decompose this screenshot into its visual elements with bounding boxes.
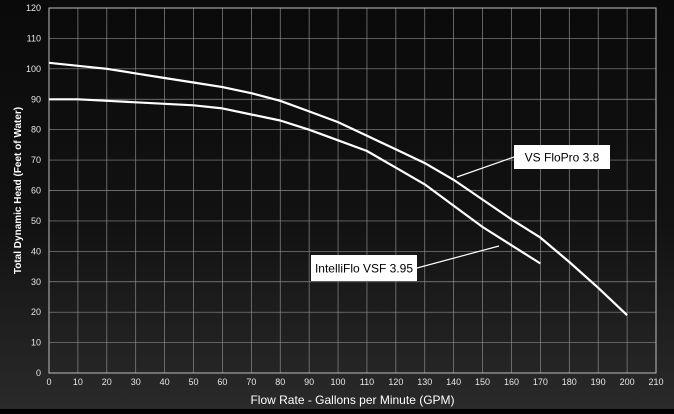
annotation-box: [311, 255, 417, 281]
y-tick-label: 60: [31, 186, 41, 196]
y-tick-label: 70: [31, 155, 41, 165]
annotation-label: IntelliFlo VSF 3.95: [315, 262, 413, 276]
x-tick-label: 130: [417, 377, 432, 387]
x-tick-label: 210: [648, 377, 663, 387]
y-tick-label: 30: [31, 277, 41, 287]
series-line-intelliflo: [49, 98, 541, 265]
x-tick-label: 90: [304, 377, 314, 387]
x-tick-label: 70: [246, 377, 256, 387]
x-tick-label: 150: [475, 377, 490, 387]
x-tick-label: 10: [73, 377, 83, 387]
y-tick-label: 80: [31, 125, 41, 135]
y-tick-label: 50: [31, 216, 41, 226]
x-tick-label: 30: [131, 377, 141, 387]
y-tick-label: 10: [31, 338, 41, 348]
x-tick-label: 200: [620, 377, 635, 387]
x-tick-label: 170: [533, 377, 548, 387]
x-tick-label: 100: [331, 377, 346, 387]
x-tick-label: 50: [189, 377, 199, 387]
annotation-leader-line: [456, 156, 515, 178]
x-tick-label: 80: [275, 377, 285, 387]
annotation-label: VS FloPro 3.8: [525, 151, 600, 165]
x-tick-label: 20: [102, 377, 112, 387]
y-tick-label: 20: [31, 307, 41, 317]
x-tick-label: 160: [504, 377, 519, 387]
y-tick-label: 110: [27, 33, 41, 43]
y-axis-label: Total Dynamic Head (Feet of Water): [13, 107, 24, 274]
series-line-vs-flopro: [48, 61, 628, 316]
x-tick-label: 110: [360, 377, 374, 387]
y-tick-label: 90: [31, 94, 41, 104]
x-tick-label: 190: [591, 377, 606, 387]
x-tick-label: 40: [160, 377, 170, 387]
x-axis-label: Flow Rate - Gallons per Minute (GPM): [250, 393, 454, 407]
annotation-leader-line: [416, 245, 500, 269]
y-tick-label: 40: [31, 246, 41, 256]
x-tick-label: 60: [217, 377, 227, 387]
x-tick-label: 180: [562, 377, 577, 387]
annotation-box: [514, 145, 610, 169]
x-tick-label: 120: [388, 377, 403, 387]
x-tick-label: 140: [446, 377, 461, 387]
plot-area-border: [48, 7, 657, 374]
y-tick-label: 100: [26, 64, 41, 74]
y-tick-label: 0: [36, 368, 41, 378]
x-tick-label: 0: [46, 377, 51, 387]
y-tick-label: 120: [26, 3, 41, 13]
